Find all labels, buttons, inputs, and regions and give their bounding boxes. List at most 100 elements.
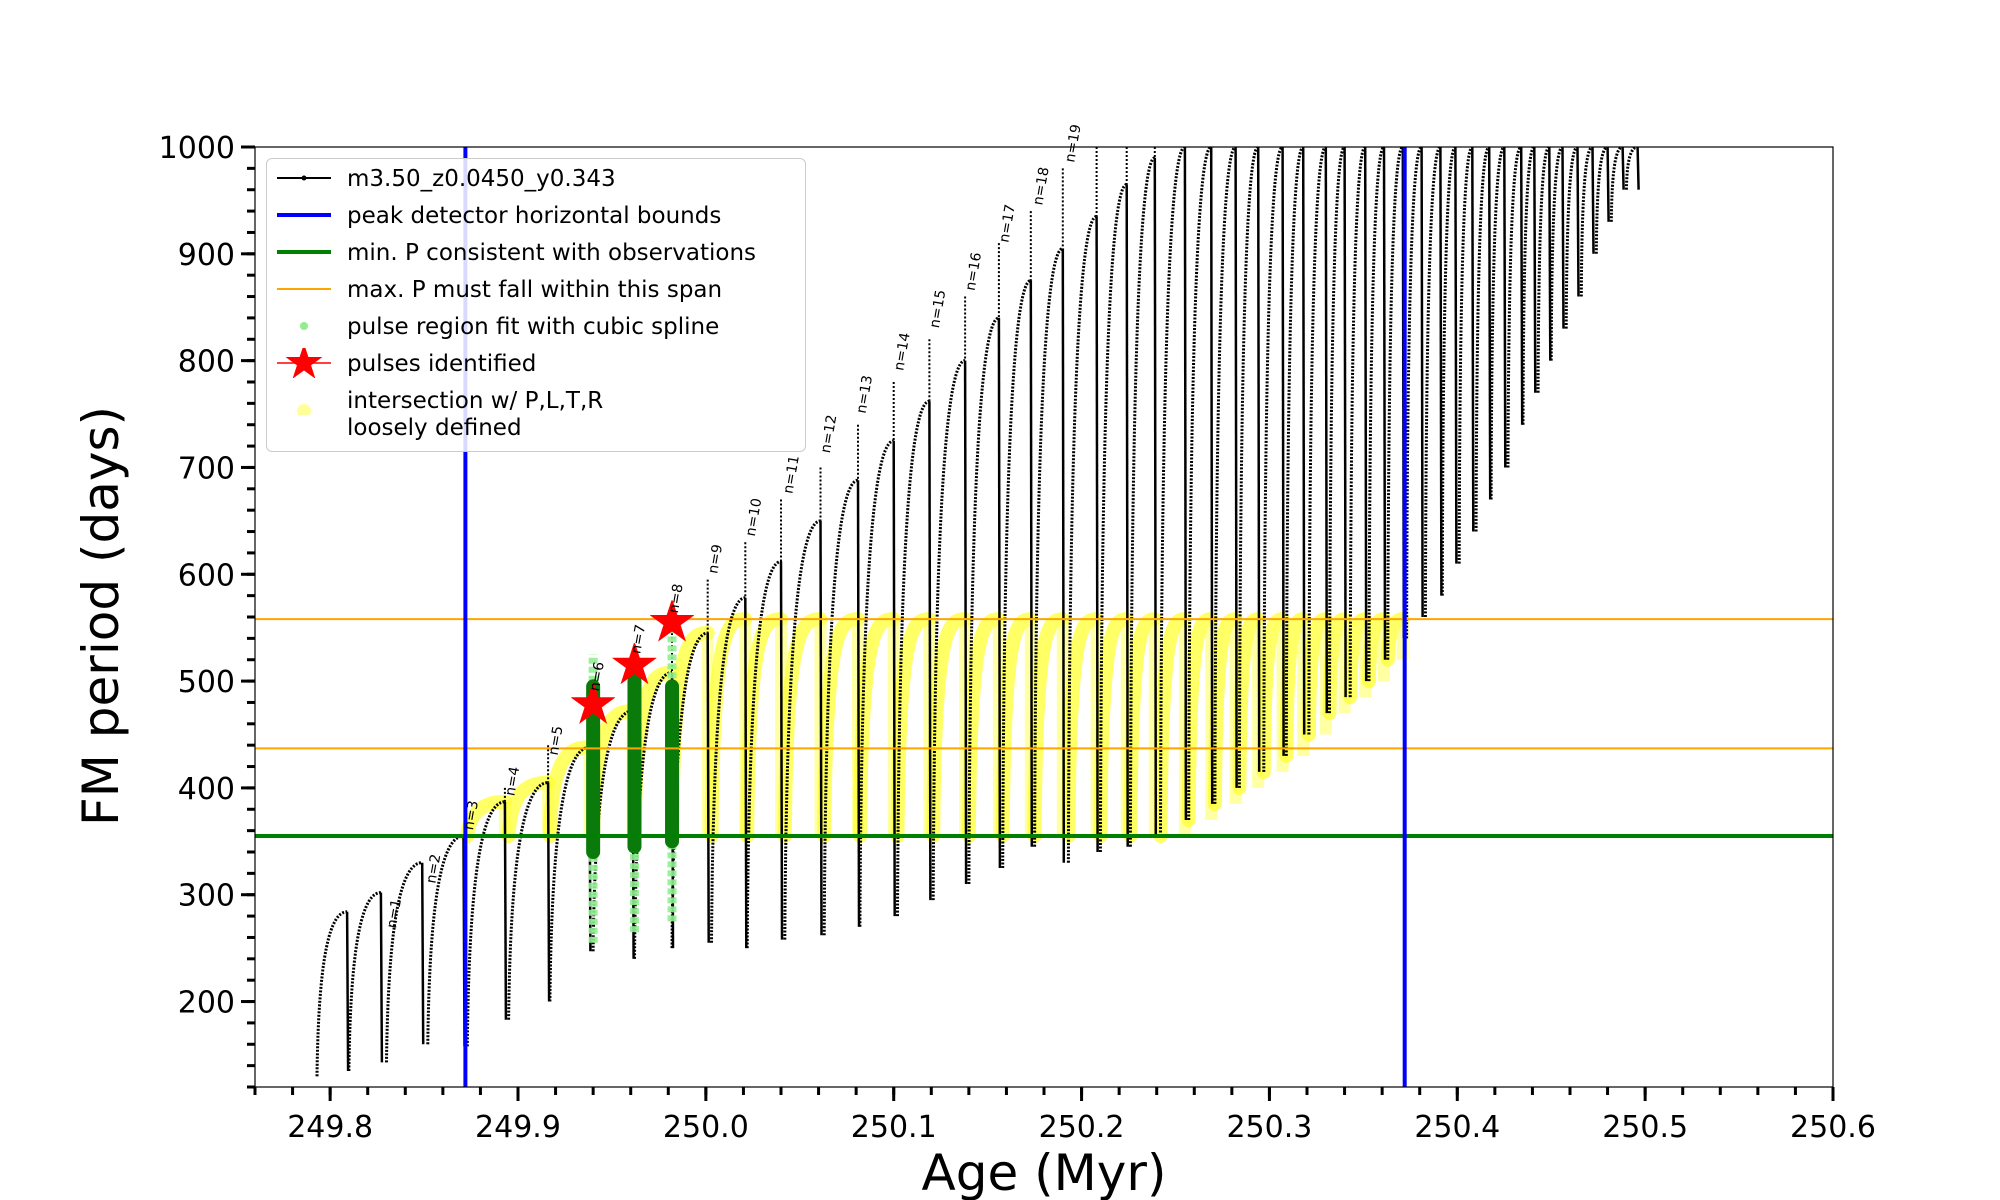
series-drop: [1606, 147, 1610, 222]
series-pulse-curve: [1624, 147, 1638, 190]
series-pulse-curve: [1284, 147, 1305, 756]
series-drop: [1281, 147, 1285, 756]
series-drop: [1061, 248, 1066, 863]
series-drop: [744, 597, 748, 949]
series-pulse-curve: [1423, 147, 1442, 618]
axes-layer: 249.8 249.9 250.0 250.1 250.2 250.3 250.4 250.5…: [159, 131, 1876, 1145]
series-drop: [706, 632, 710, 943]
series-pulse-curve: [1367, 147, 1385, 682]
series-drop: [1234, 147, 1238, 788]
series-pulse-curve: [315, 910, 348, 1077]
series-pulse-curve: [1594, 147, 1609, 254]
series-pulse-curve: [745, 560, 782, 949]
series-drop: [546, 782, 551, 1002]
series-drop: [1209, 147, 1214, 804]
series-pulse-curve: [1237, 147, 1259, 788]
mode-label: n=13: [854, 374, 876, 415]
series-pulse-curve: [1579, 147, 1594, 297]
series-drop: [1125, 184, 1129, 847]
legend-label: min. P consistent with observations: [347, 240, 757, 266]
pulse-fit-layer: [586, 617, 680, 943]
series-drop: [1095, 216, 1099, 853]
series-drop: [420, 862, 425, 1045]
series-pulse-curve: [822, 478, 859, 936]
series-drop: [1153, 157, 1158, 837]
x-tick-label: 250.0: [663, 1110, 749, 1145]
mode-labels-layer: n=1 n=2 n=3 n=4 n=5 n=6 n=7 n=8 n=9 n=10 n=11 n=12 n…: [384, 123, 1085, 930]
series-drop: [1382, 147, 1387, 660]
series-pulse-curve: [1348, 147, 1367, 698]
series-drop: [1256, 147, 1261, 772]
series-pulse-curve: [783, 519, 821, 940]
series-pulse-curve: [1262, 147, 1284, 772]
series-drop: [1561, 147, 1565, 329]
series-pulse-curve: [1521, 147, 1536, 425]
series-drop: [1519, 147, 1524, 425]
mode-label: n=15: [927, 289, 949, 330]
series-drop: [892, 440, 896, 917]
series-drop: [819, 520, 823, 936]
series-pulse-curve: [1609, 147, 1624, 222]
series-pulse-curve: [1033, 247, 1064, 847]
mode-label: n=7: [628, 623, 649, 655]
legend-item: pulse region fit with cubic spline: [267, 311, 805, 341]
mode-label: n=9: [705, 543, 726, 575]
legend-item: pulses identified: [267, 348, 805, 378]
x-tick-label: 250.2: [1039, 1110, 1125, 1145]
series-drop: [1591, 147, 1595, 254]
series-pulse-curve: [591, 709, 633, 952]
legend-item: intersection w/ P,L,T,R loosely defined: [267, 385, 805, 441]
mode-label: n=10: [743, 497, 765, 538]
x-tick-label: 249.8: [287, 1110, 373, 1145]
series-drop: [1576, 147, 1580, 297]
mode-label: n=3: [461, 799, 482, 831]
mode-label: n=4: [502, 765, 523, 797]
series-drop: [928, 401, 932, 901]
series-pulse-curve: [1536, 147, 1551, 393]
y-tick-label: 1000: [159, 131, 235, 166]
series-drop: [1487, 147, 1492, 500]
mode-label: n=19: [1062, 123, 1084, 164]
series-pulse-curve: [1457, 147, 1474, 564]
series-drop: [1454, 147, 1458, 564]
legend-label: max. P must fall within this span: [347, 277, 723, 303]
legend-swatch: [277, 175, 331, 181]
y-tick-label: 800: [178, 345, 235, 380]
legend-item: m3.50_z0.0450_y0.343: [267, 163, 805, 193]
legend-dot: [300, 322, 308, 330]
series-pulse-curve: [1549, 147, 1564, 361]
series-drop: [1324, 147, 1329, 714]
series-drop: [503, 801, 508, 1020]
legend-label: peak detector horizontal bounds: [347, 203, 722, 229]
series-drop: [1420, 147, 1424, 618]
mode-label: n=14: [891, 331, 913, 372]
legend-item: max. P must fall within this span: [267, 274, 805, 304]
series-pulse-curve: [1474, 147, 1491, 532]
series-pulse-curve: [548, 745, 590, 1002]
legend-swatch: [277, 348, 331, 378]
y-tick-label: 900: [178, 238, 235, 273]
series-pulse-curve: [426, 834, 464, 1045]
x-tick-label: 249.9: [475, 1110, 561, 1145]
legend-swatch: [297, 404, 311, 415]
series-pulse-curve: [1328, 147, 1346, 714]
series-drop: [963, 360, 968, 885]
mode-label: n=5: [546, 725, 567, 757]
series-pulse-curve: [896, 399, 930, 917]
y-tick-label: 400: [178, 772, 235, 807]
mode-label: n=1: [384, 898, 405, 930]
y-axis-title: FM period (days): [72, 406, 130, 826]
legend-label: pulse region fit with cubic spline: [347, 314, 720, 340]
series-drop: [1029, 280, 1034, 847]
y-tick-label: 300: [178, 879, 235, 914]
y-tick-label: 700: [178, 451, 235, 486]
series-pulse-curve: [1440, 147, 1457, 596]
mode-label: n=6: [587, 661, 608, 693]
legend-label: pulses identified: [347, 351, 537, 377]
series-pulse-curve: [931, 359, 966, 901]
legend-item: min. P consistent with observations: [267, 237, 805, 267]
series-drop: [1503, 147, 1507, 468]
mode-label: n=12: [818, 414, 840, 455]
series-pulse-curve: [710, 596, 746, 943]
